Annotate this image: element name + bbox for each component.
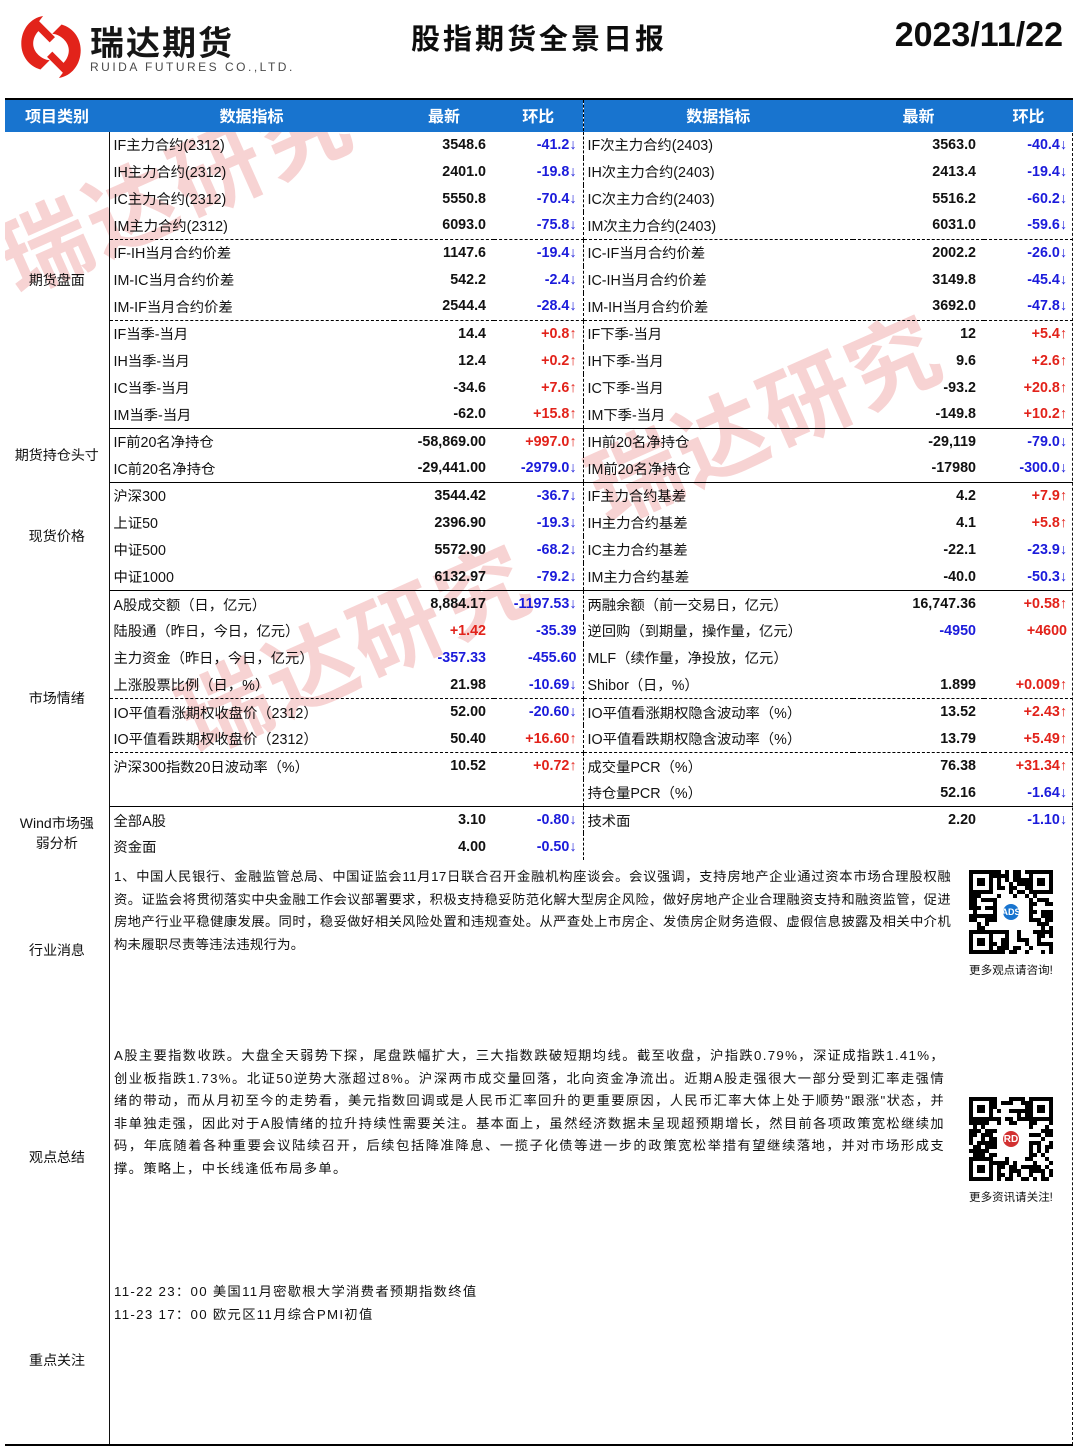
svg-text:RD: RD [1004,1134,1018,1145]
svg-text:ADS: ADS [1001,907,1020,917]
